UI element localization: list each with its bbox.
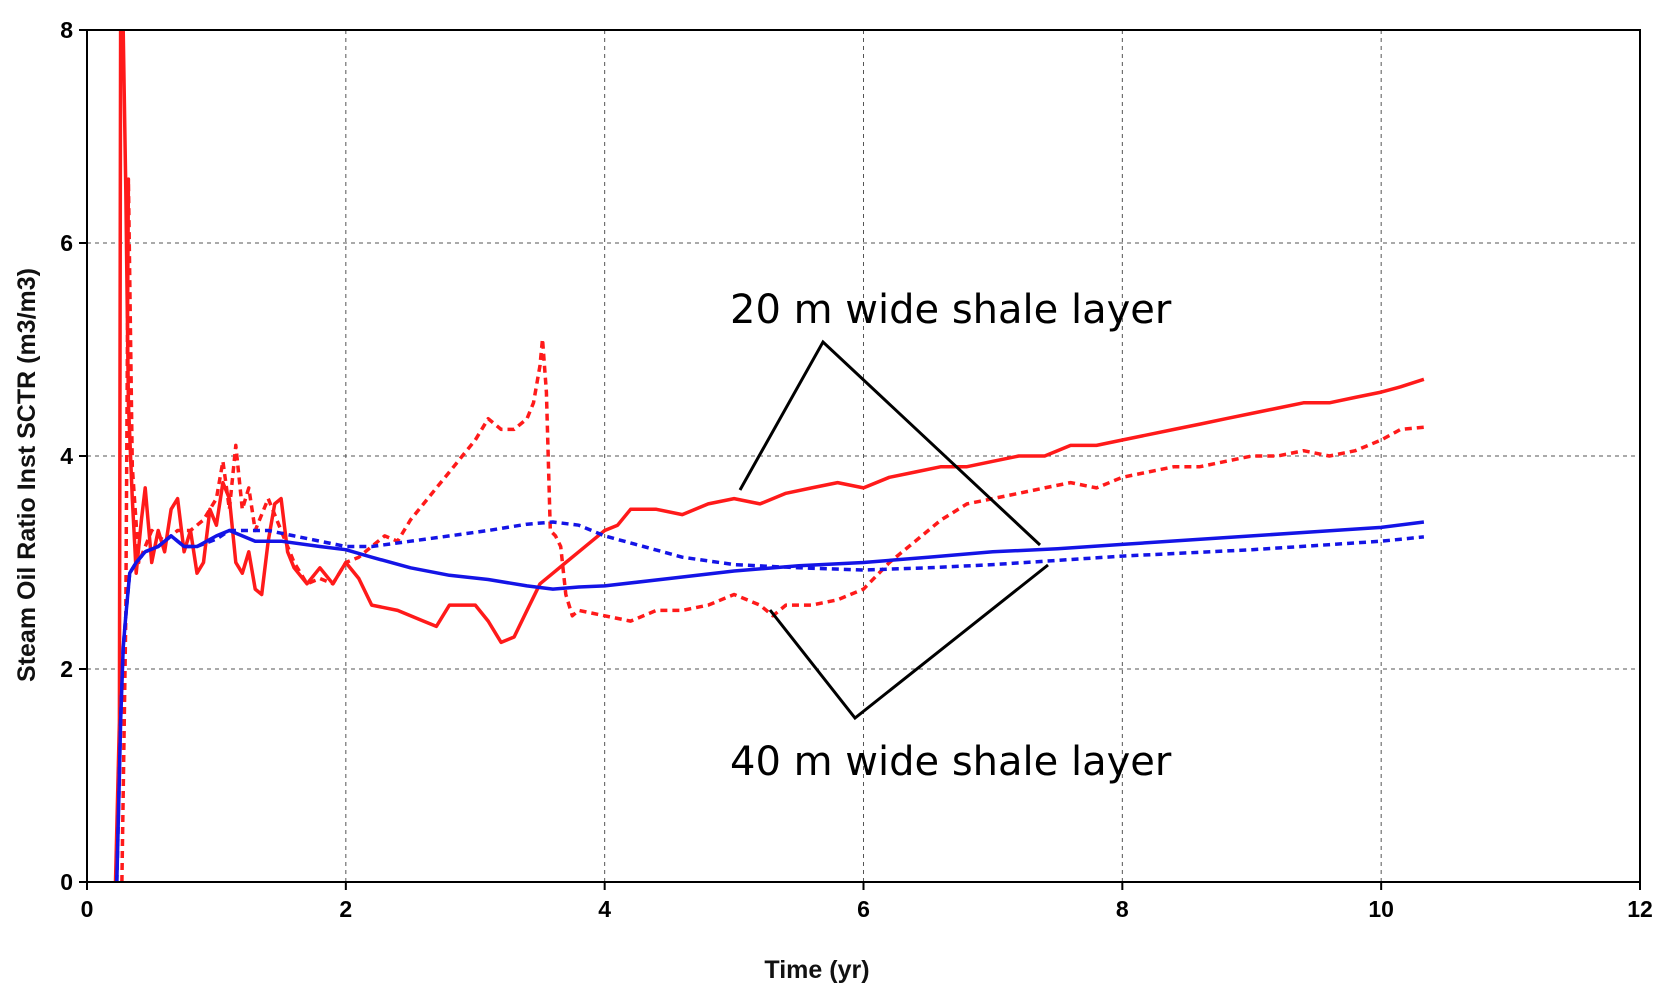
x-axis-title: Time (yr) (764, 956, 869, 984)
x-tick-label: 12 (1627, 896, 1653, 922)
x-tick-label: 6 (857, 896, 870, 922)
y-tick-label: 2 (60, 656, 73, 682)
y-tick-label: 6 (60, 230, 73, 256)
pointer-20m (738, 339, 1042, 547)
x-tick-label: 4 (598, 896, 611, 922)
annotation-20m: 20 m wide shale layer (730, 287, 1172, 333)
x-tick-label: 0 (81, 896, 94, 922)
annotation-40m: 40 m wide shale layer (730, 739, 1172, 785)
series-line-blue-dashed (115, 520, 1425, 882)
series-line-red-solid (113, 30, 1425, 882)
series-layer (113, 30, 1425, 882)
y-axis-title: Steam Oil Ratio Inst SCTR (m3/m3) (13, 268, 41, 682)
axis-ticks: 0 2 4 6 8 10 12 0 2 4 6 8 (60, 17, 1653, 922)
x-tick-label: 2 (339, 896, 352, 922)
x-tick-label: 10 (1368, 896, 1394, 922)
y-tick-label: 0 (60, 869, 73, 895)
pointer-40m (768, 563, 1049, 721)
annotation-pointers (738, 339, 1049, 721)
grid-lines (87, 30, 1640, 882)
series-line-red-dashed (120, 177, 1425, 882)
x-tick-label: 8 (1116, 896, 1129, 922)
y-tick-label: 8 (60, 17, 73, 43)
y-tick-label: 4 (60, 443, 73, 469)
